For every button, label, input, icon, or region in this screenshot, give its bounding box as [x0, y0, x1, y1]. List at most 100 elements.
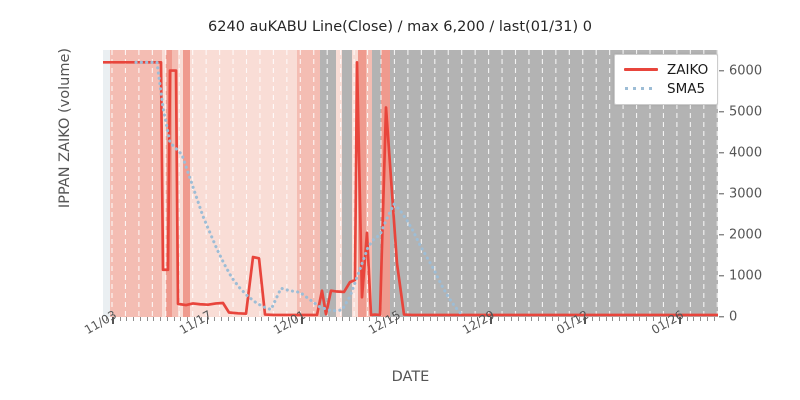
- x-tick-mark-minor: [288, 317, 290, 321]
- y-tick-mark: [719, 234, 724, 236]
- x-tick-mark-minor: [268, 317, 270, 321]
- y-tick-label: 5000: [729, 104, 763, 120]
- x-tick-mark-minor: [382, 317, 384, 321]
- x-tick-mark-minor: [565, 317, 567, 321]
- x-tick-mark-minor: [308, 317, 310, 321]
- x-tick-mark-major: [207, 317, 209, 324]
- x-tick-mark-minor: [706, 317, 708, 321]
- x-tick-mark-minor: [362, 317, 364, 321]
- x-tick-mark-minor: [517, 317, 519, 321]
- x-tick-mark-minor: [187, 317, 189, 321]
- y-tick-mark: [719, 151, 724, 154]
- x-tick-mark-minor: [450, 317, 452, 321]
- x-tick-mark-minor: [423, 317, 425, 321]
- x-tick-mark-minor: [524, 317, 526, 321]
- x-tick-mark-minor: [254, 317, 256, 321]
- background-band: [342, 50, 352, 317]
- x-tick-mark-minor: [652, 317, 654, 321]
- x-tick-mark-minor: [214, 317, 216, 321]
- background-band: [103, 50, 110, 317]
- x-tick-mark-minor: [511, 317, 513, 321]
- x-tick-mark-minor: [227, 317, 229, 321]
- y-tick-mark: [719, 193, 724, 195]
- x-tick-label: 11/03: [82, 307, 119, 338]
- x-tick-mark-minor: [619, 317, 621, 321]
- x-tick-mark-minor: [274, 317, 276, 321]
- x-tick-mark-minor: [173, 317, 175, 321]
- y-tick-label: 4000: [729, 145, 763, 161]
- x-tick-mark-minor: [639, 317, 641, 321]
- legend-label-sma5: SMA5: [667, 80, 706, 97]
- x-tick-mark-minor: [605, 317, 607, 321]
- x-tick-mark-major: [490, 317, 492, 324]
- x-tick-mark-minor: [457, 317, 459, 321]
- x-tick-mark-minor: [241, 317, 243, 321]
- y-tick-mark: [719, 275, 724, 277]
- x-tick-mark-minor: [403, 317, 405, 321]
- x-tick-mark-minor: [295, 317, 297, 321]
- x-tick-mark-major: [396, 317, 398, 324]
- x-tick-mark-minor: [234, 317, 236, 321]
- x-tick-mark-minor: [328, 317, 330, 321]
- x-tick-mark-minor: [430, 317, 432, 321]
- x-tick-mark-major: [490, 317, 492, 324]
- y-tick-label: 0: [729, 309, 738, 325]
- x-tick-mark-minor: [409, 317, 411, 321]
- background-band: [336, 50, 342, 317]
- chart-legend[interactable]: ZAIKO SMA5: [614, 54, 719, 105]
- x-tick-mark-minor: [355, 317, 357, 321]
- y-tick-mark: [719, 110, 724, 113]
- x-tick-mark-minor: [119, 317, 121, 321]
- x-tick-mark-minor: [470, 317, 472, 321]
- x-tick-mark-major: [679, 317, 681, 324]
- data-series: [103, 60, 718, 317]
- x-tick-mark-minor: [713, 317, 715, 321]
- x-tick-mark-minor: [126, 317, 128, 321]
- x-tick-mark-minor: [180, 317, 182, 321]
- legend-item-zaiko[interactable]: ZAIKO: [624, 60, 708, 79]
- x-tick-mark-minor: [200, 317, 202, 321]
- x-tick-mark-minor: [193, 317, 195, 321]
- background-band: [372, 50, 381, 317]
- chart-title: 6240 auKABU Line(Close) / max 6,200 / la…: [208, 19, 592, 35]
- background-band: [162, 50, 166, 317]
- x-tick-mark-minor: [538, 317, 540, 321]
- series-line-zaiko: [103, 60, 718, 317]
- x-tick-mark-minor: [160, 317, 162, 321]
- x-tick-mark-minor: [369, 317, 371, 321]
- x-tick-mark-minor: [349, 317, 351, 321]
- background-band: [366, 50, 372, 317]
- x-tick-mark-minor: [261, 317, 263, 321]
- x-tick-mark-minor: [477, 317, 479, 321]
- x-tick-mark-minor: [146, 317, 148, 321]
- x-tick-mark-minor: [646, 317, 648, 321]
- background-band: [358, 50, 366, 317]
- x-tick-mark-major: [301, 317, 303, 324]
- background-band: [183, 50, 190, 317]
- x-tick-mark-major: [585, 317, 587, 324]
- x-tick-mark-minor: [504, 317, 506, 321]
- legend-item-sma5[interactable]: SMA5: [624, 79, 708, 98]
- x-tick-mark-minor: [389, 317, 391, 321]
- x-tick-mark-minor: [625, 317, 627, 321]
- x-tick-mark-minor: [342, 317, 344, 321]
- legend-swatch-zaiko: [624, 64, 658, 76]
- y-tick-label: 6000: [729, 63, 763, 79]
- x-tick-mark-minor: [673, 317, 675, 321]
- x-tick-mark-minor: [376, 317, 378, 321]
- series-line-sma5: [134, 60, 463, 316]
- x-tick-mark-minor: [686, 317, 688, 321]
- x-tick-mark-minor: [531, 317, 533, 321]
- x-tick-mark-minor: [612, 317, 614, 321]
- x-tick-mark-major: [679, 317, 681, 324]
- x-tick-mark-minor: [153, 317, 155, 321]
- y-tick-label: 3000: [729, 186, 763, 202]
- x-tick-mark-minor: [666, 317, 668, 321]
- x-tick-mark-minor: [139, 317, 141, 321]
- x-tick-mark-minor: [484, 317, 486, 321]
- y-tick-label: 2000: [729, 227, 763, 243]
- x-tick-mark-minor: [133, 317, 135, 321]
- x-tick-mark-minor: [322, 317, 324, 321]
- background-band: [178, 50, 183, 317]
- background-band: [320, 50, 336, 317]
